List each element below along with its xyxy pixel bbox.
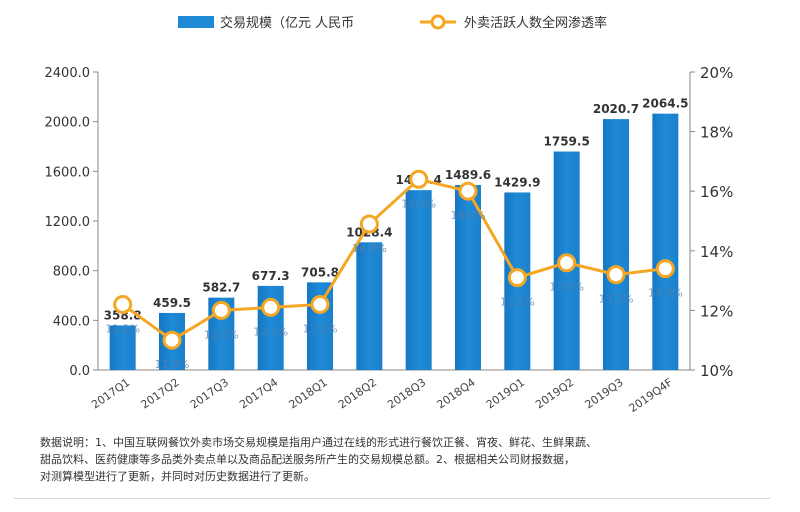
line-point — [113, 294, 133, 314]
bar-value-label: 582.7 — [202, 281, 240, 295]
x-tick-label: 2017Q3 — [188, 376, 231, 412]
line-point — [359, 214, 379, 234]
bar-value-label: 459.5 — [153, 296, 191, 310]
x-tick-label: 2019Q1 — [484, 376, 527, 412]
x-tick-label: 2019Q4F — [627, 376, 675, 415]
y-left-tick-label: 0.0 — [69, 364, 90, 379]
y-right-tick-label: 14% — [700, 243, 733, 261]
bar-value-label: 2020.7 — [593, 102, 639, 116]
line-point — [507, 268, 527, 288]
line-point — [162, 330, 182, 350]
y-left-tick-label: 2000.0 — [45, 116, 91, 131]
x-tick-label: 2017Q1 — [89, 376, 132, 412]
line-value-label: 16.0% — [451, 209, 486, 222]
line-value-label: 12.1% — [253, 325, 288, 338]
penetration-line — [121, 177, 666, 342]
line-value-label: 16.4% — [401, 197, 436, 210]
line-value-label: 12.2% — [303, 322, 338, 335]
line-value-label: 14.9% — [352, 242, 387, 255]
bar-value-label: 2064.5 — [642, 97, 688, 111]
chart: 交易规模（亿元 人民币 外卖活跃人数全网渗透率 0.0 400.0 800.0 1200.… — [45, 14, 733, 415]
x-tick-label: 2017Q2 — [139, 376, 182, 412]
line-value-label: 12.2% — [105, 322, 140, 335]
bar — [405, 190, 432, 370]
data-note: 数据说明：1、中国互联网餐饮外卖市场交易规模是指用户通过在线的形式进行餐饮正餐、… — [40, 434, 770, 485]
legend-line-label: 外卖活跃人数全网渗透率 — [464, 15, 607, 31]
line-value-label: 11.0% — [155, 358, 190, 371]
line-value-label: 13.1% — [500, 296, 535, 309]
x-tick-label: 2018Q1 — [287, 376, 330, 412]
bar — [356, 242, 383, 370]
y-right-tick-label: 16% — [700, 183, 733, 201]
legend-bar-swatch — [178, 16, 214, 28]
line-value-label: 12.0% — [204, 328, 239, 341]
y-left-tick-label: 800.0 — [53, 265, 90, 280]
note-line-3: 对测算模型进行了更新，并同时对历史数据进行了更新。 — [40, 470, 315, 483]
line-point — [261, 297, 281, 317]
bar-value-label: 677.3 — [252, 269, 290, 283]
line-value-label: 13.6% — [549, 281, 584, 294]
x-tick-label: 2018Q3 — [385, 376, 428, 412]
y-left-tick-label: 2400.0 — [45, 66, 91, 81]
x-tick-label: 2019Q2 — [533, 376, 576, 412]
bar — [109, 325, 136, 370]
line-point — [606, 265, 626, 285]
line-point — [557, 253, 577, 273]
y-left-tick-label: 400.0 — [53, 314, 90, 329]
bar — [603, 119, 629, 370]
x-tick-label: 2019Q3 — [583, 376, 626, 412]
x-tick-label: 2018Q4 — [435, 376, 478, 412]
bar-value-label: 1759.5 — [544, 135, 590, 149]
line-point — [211, 300, 231, 320]
note-line-1: 数据说明：1、中国互联网餐饮外卖市场交易规模是指用户通过在线的形式进行餐饮正餐、… — [40, 436, 597, 449]
y-left-tick-label: 1200.0 — [45, 215, 91, 230]
bar-value-label: 1489.6 — [445, 168, 491, 182]
y-right-tick-label: 10% — [700, 362, 733, 380]
note-line-2: 甜品饮料、医药健康等多品类外卖点单以及商品配送服务所产生的交易规模总额。2、根据… — [40, 453, 575, 466]
line-point — [409, 169, 429, 189]
y-left-tick-label: 1600.0 — [45, 165, 91, 180]
bar-value-label: 705.8 — [301, 265, 339, 279]
bottom-rule — [14, 498, 770, 499]
bar-value-label: 1429.9 — [494, 175, 540, 189]
line-value-label: 13.2% — [599, 293, 634, 306]
legend-line-marker — [430, 14, 446, 30]
bar — [455, 185, 481, 370]
line-point — [655, 259, 675, 279]
bar — [652, 113, 679, 371]
y-right-tick-label: 12% — [700, 302, 733, 320]
y-right-tick-label: 20% — [700, 64, 733, 82]
x-tick-label: 2017Q4 — [237, 376, 280, 412]
legend-bar-label: 交易规模（亿元 人民币 — [220, 15, 354, 31]
line-point — [310, 294, 330, 314]
line-point — [458, 181, 478, 201]
line-value-label: 13.4% — [648, 287, 683, 300]
y-right-tick-label: 18% — [700, 124, 733, 142]
x-tick-label: 2018Q2 — [336, 376, 379, 412]
